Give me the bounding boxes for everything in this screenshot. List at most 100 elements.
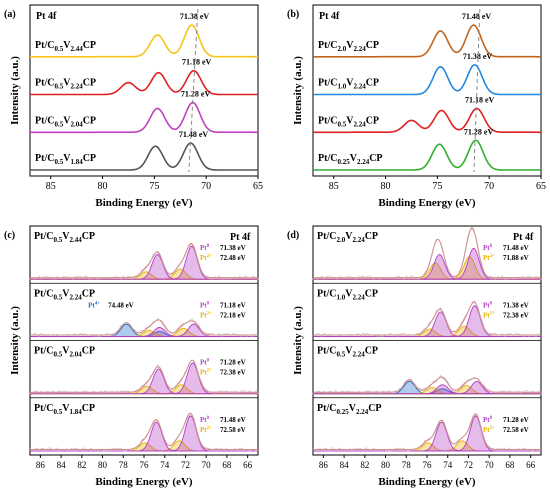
c-row-2-pt2-legend-part-1: 2+ — [207, 369, 212, 374]
panel-a: (a) Pt 4f Intensity (a.u.) Binding Energy (… — [4, 4, 263, 209]
c-row-1-pt4-legend-part-0: Pt — [88, 301, 95, 309]
b-x-tick-label-0: 85 — [329, 181, 339, 192]
b-series-label-3-part-0: Pt/C — [318, 153, 337, 164]
d-row-1-pt2-legend: Pt2+ — [483, 311, 495, 319]
d-row-label-3-part-4: CP — [368, 403, 381, 414]
d-row-1-pt0-legend-part-1: 0 — [490, 301, 493, 306]
a-series-label-1-part-2: V — [63, 78, 71, 89]
d-row-label-0: Pt/C2.0V2.24CP — [317, 231, 378, 244]
c-panel-title: Pt 4f — [230, 232, 251, 243]
d-row-0-pt2-legend-part-1: 2+ — [490, 254, 495, 259]
c-row-label-2-part-3: 2.04 — [69, 351, 82, 359]
c-row-3-pt0-legend: Pt0 — [200, 416, 210, 424]
a-x-tick-label-0: 85 — [46, 181, 56, 192]
b-reference-dashed-line — [473, 8, 481, 173]
c-row-1-pt4-legend: Pt4+ — [88, 301, 100, 309]
c-row-3-raw-data — [29, 414, 259, 452]
d-row-0-envelope — [313, 227, 541, 279]
c-row-2-pt2-value: 72.38 eV — [220, 369, 246, 377]
d-row-label-3-part-1: 0.25 — [336, 408, 349, 416]
c-row-2-pt0-value: 71.28 eV — [220, 359, 246, 367]
a-series-label-2-part-0: Pt/C — [35, 115, 54, 126]
b-series-label-1: Pt/C1.0V2.24CP — [318, 78, 379, 91]
d-x-tick-label-4: 78 — [402, 460, 412, 470]
b-series-label-2-part-0: Pt/C — [318, 115, 337, 126]
d-row-0-raw-data — [312, 228, 542, 281]
b-series-label-2-part-3: 2.24 — [353, 120, 366, 128]
b-peak-annotation-2: 71.18 eV — [465, 95, 495, 104]
a-series-label-3-part-4: CP — [83, 153, 96, 164]
c-row-label-2: Pt/C0.5V2.04CP — [34, 346, 95, 359]
a-x-tick-label-3: 70 — [201, 181, 211, 192]
c-x-tick-label-0: 86 — [36, 460, 46, 470]
d-row-2-pt0-component — [312, 380, 542, 395]
a-series-label-3-part-3: 1.84 — [70, 158, 83, 166]
c-panel-label: (c) — [4, 230, 15, 241]
d-row-label-0-part-1: 2.0 — [336, 236, 345, 244]
c-row-0-raw-data — [29, 243, 259, 281]
c-row-label-0-part-0: Pt/C — [34, 231, 53, 242]
c-xlabel: Binding Energy (eV) — [95, 476, 193, 488]
a-series-label-0-part-2: V — [63, 40, 71, 51]
panel-c: (c) Pt 4f Intensity (a.u.) Binding Energy (… — [4, 225, 259, 488]
c-row-2-pt2-legend: Pt2+ — [200, 369, 212, 377]
b-series-label-3-part-1: 0.25 — [337, 158, 350, 166]
d-row-label-1-part-1: 1.0 — [336, 293, 345, 301]
a-series-label-1-part-1: 0.5 — [54, 83, 63, 91]
c-x-tick-label-3: 80 — [98, 460, 108, 470]
panel-d: (d) Pt 4f Intensity (a.u.) Binding Energy (… — [287, 225, 542, 488]
d-row-3-pt2-legend-part-1: 2+ — [490, 426, 495, 431]
c-row-label-1-part-4: CP — [82, 288, 95, 299]
c-x-tick-label-5: 76 — [140, 460, 150, 470]
b-series-label-1-part-1: 1.0 — [337, 83, 346, 91]
c-row-0-pt0-legend: Pt0 — [200, 244, 210, 252]
c-row-label-3: Pt/C0.5V1.84CP — [34, 403, 95, 416]
c-row-1-pt4-value: 74.48 eV — [108, 301, 134, 309]
a-series-line-3 — [30, 142, 258, 171]
c-row-label-0-part-2: V — [62, 231, 70, 242]
d-row-2-raw-data — [312, 374, 542, 395]
c-row-2-pt0-legend: Pt0 — [200, 359, 210, 367]
c-row-1-pt2-legend-part-0: Pt — [200, 311, 207, 319]
b-series-line-1 — [313, 63, 541, 96]
b-series-label-3: Pt/C0.25V2.24CP — [318, 153, 383, 166]
c-row-1-pt2-legend: Pt2+ — [200, 311, 212, 319]
b-series-label-1-part-3: 2.24 — [353, 83, 366, 91]
b-peak-annotation-3: 71.28 eV — [464, 127, 494, 136]
a-peak-annotation-0: 71.38 eV — [180, 12, 210, 21]
d-row-label-2-part-3: 2.24 — [352, 351, 365, 359]
a-series-label-3-part-0: Pt/C — [35, 153, 54, 164]
a-xlabel: Binding Energy (eV) — [95, 197, 193, 209]
c-row-0-pt2-legend: Pt2+ — [200, 254, 212, 262]
c-row-0-pt0-legend-part-0: Pt — [200, 244, 207, 252]
c-row-3-pt2-legend-part-0: Pt — [200, 426, 207, 434]
b-panel-title: Pt 4f — [319, 11, 340, 22]
c-row-2-raw-data — [29, 358, 259, 395]
d-row-label-1-part-3: 2.24 — [352, 293, 365, 301]
a-x-tick-label-1: 80 — [98, 181, 108, 192]
d-row-3-pt2-legend-part-0: Pt — [483, 426, 490, 434]
a-reference-dashed-line — [188, 8, 199, 173]
a-panel-label: (a) — [4, 9, 16, 20]
d-row-1-pt0-legend: Pt0 — [483, 301, 493, 309]
c-row-3-pt0-component — [30, 415, 258, 452]
b-x-tick-label-4: 65 — [536, 181, 546, 192]
d-panel-title: Pt 4f — [513, 232, 534, 243]
b-series-label-3-part-4: CP — [369, 153, 382, 164]
c-row-0-pt0-value: 71.38 eV — [220, 244, 246, 252]
a-series-label-2: Pt/C0.5V2.04CP — [35, 115, 96, 128]
b-series-label-1-part-4: CP — [366, 78, 379, 89]
b-x-tick-label-1: 80 — [381, 181, 391, 192]
a-series-label-1-part-3: 2.24 — [70, 83, 83, 91]
c-row-label-2-part-1: 0.5 — [53, 351, 62, 359]
d-x-tick-label-10: 66 — [526, 460, 536, 470]
b-series-label-0: Pt/C2.0V2.24CP — [318, 40, 379, 53]
a-series-label-0-part-0: Pt/C — [35, 40, 54, 51]
c-row-label-0-part-1: 0.5 — [53, 236, 62, 244]
a-peak-annotation-1: 71.18 eV — [182, 58, 212, 67]
c-row-3-pt2-value: 72.58 eV — [220, 426, 246, 434]
d-row-3-raw-data — [312, 414, 542, 452]
a-panel-title: Pt 4f — [36, 11, 57, 22]
c-row-2-pt0-legend-part-0: Pt — [200, 359, 207, 367]
b-series-label-2-part-4: CP — [366, 115, 379, 126]
